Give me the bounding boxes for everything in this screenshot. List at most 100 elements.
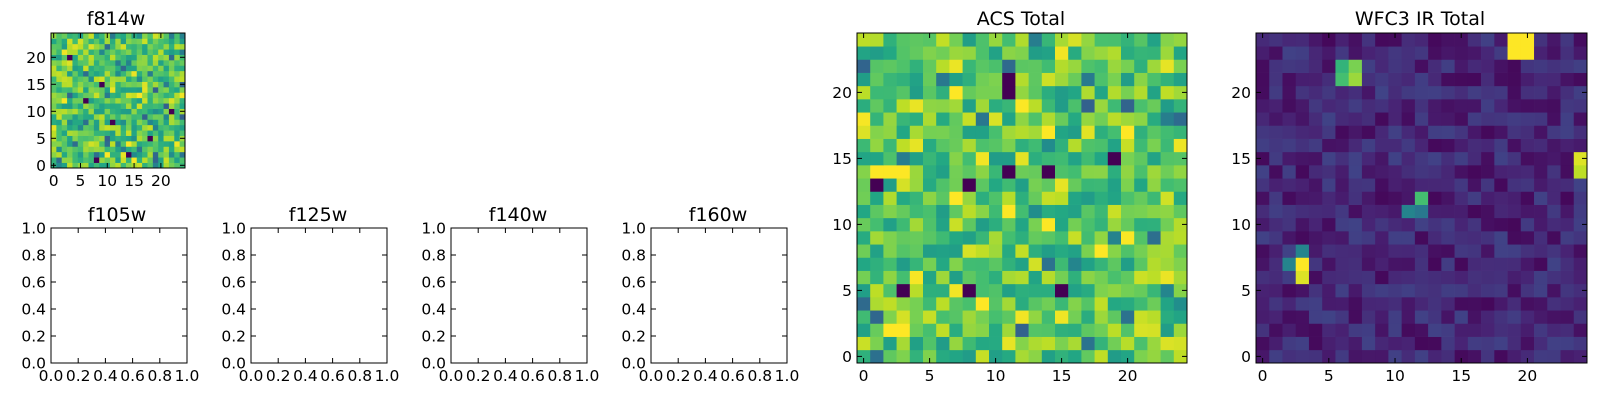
y-tick-label: 0.0 — [621, 355, 646, 373]
heat-cell — [158, 135, 164, 142]
heat-cell — [67, 33, 73, 39]
heat-cell — [163, 124, 170, 131]
heat-cell — [51, 151, 57, 158]
heat-cell — [1414, 336, 1429, 351]
heat-cell — [1573, 336, 1588, 351]
heat-cell — [1534, 349, 1548, 364]
heat-cell — [949, 85, 963, 100]
title-f125w: f125w — [289, 204, 348, 226]
heat-cell — [1441, 178, 1455, 192]
heat-cell — [1481, 297, 1495, 311]
heat-cell — [1520, 112, 1535, 126]
heat-cell — [1335, 349, 1350, 364]
heat-cell — [1094, 99, 1109, 113]
heat-cell — [147, 54, 154, 61]
heat-cell — [126, 65, 132, 72]
heat-cell — [1134, 283, 1148, 298]
heat-cell — [1002, 59, 1016, 73]
heat-cell — [949, 244, 963, 258]
heat-cell — [1335, 46, 1350, 60]
heat-cell — [1534, 204, 1548, 219]
heat-cell — [131, 151, 138, 158]
heat-cell — [131, 108, 138, 115]
heat-cell — [883, 72, 897, 87]
heat-cell — [1322, 125, 1336, 139]
heat-cell — [83, 65, 89, 72]
heat-cell — [1507, 178, 1522, 192]
heat-cell — [1068, 217, 1082, 232]
heat-cell — [1002, 270, 1016, 285]
heat-cell — [1401, 204, 1416, 219]
heat-cell — [949, 323, 963, 337]
heat-cell — [1467, 138, 1482, 153]
y-tick-label: 0.8 — [621, 247, 646, 265]
heat-cell — [857, 231, 871, 245]
heat-cell — [131, 135, 138, 142]
title-f105w: f105w — [88, 204, 147, 226]
heat-cell — [152, 92, 159, 99]
heat-cell — [883, 46, 897, 60]
heat-cell — [120, 151, 127, 158]
heat-cell — [56, 54, 63, 61]
heat-cell — [77, 108, 84, 115]
heat-cell — [56, 92, 63, 99]
y-tick-label: 1.0 — [421, 220, 446, 238]
heat-cell — [163, 108, 170, 115]
heat-cell — [975, 244, 990, 258]
heat-cell — [1481, 85, 1495, 100]
heat-cell — [1454, 217, 1469, 232]
heat-cell — [1269, 33, 1283, 47]
heat-cell — [1560, 191, 1575, 205]
heat-cell — [67, 70, 73, 77]
heat-cell — [163, 103, 170, 109]
heat-cell — [923, 178, 937, 192]
heat-cell — [179, 151, 186, 158]
heat-cell — [1481, 72, 1495, 87]
heat-cell — [142, 124, 148, 131]
heat-cell — [174, 119, 180, 126]
heatmap-f814w — [51, 33, 186, 169]
heat-cell — [1361, 349, 1376, 364]
heat-cell — [1361, 217, 1376, 232]
heat-cell — [1401, 297, 1416, 311]
heat-cell — [870, 336, 884, 351]
heat-cell — [1467, 204, 1482, 219]
heat-cell — [949, 151, 963, 166]
heat-cell — [1068, 191, 1082, 205]
heat-cell — [163, 92, 170, 99]
heat-cell — [1002, 231, 1016, 245]
heat-cell — [152, 124, 159, 131]
heat-cell — [158, 54, 164, 61]
heat-cell — [1081, 323, 1095, 337]
heat-cell — [1414, 112, 1429, 126]
heat-cell — [1160, 165, 1175, 179]
heat-cell — [989, 204, 1003, 219]
heat-cell — [1534, 231, 1548, 245]
heat-cell — [1107, 178, 1122, 192]
heat-cell — [1094, 297, 1109, 311]
heat-cell — [1467, 165, 1482, 179]
heat-cell — [936, 323, 950, 337]
heat-cell — [126, 130, 132, 136]
heat-cell — [131, 146, 138, 153]
heat-cell — [83, 108, 89, 115]
heat-cell — [1107, 244, 1122, 258]
heat-cell — [1454, 204, 1469, 219]
heat-cell — [1015, 85, 1029, 100]
heat-cell — [1494, 59, 1508, 73]
heat-cell — [1401, 99, 1416, 113]
heat-cell — [975, 46, 990, 60]
heat-cell — [99, 92, 105, 99]
heat-cell — [1507, 257, 1522, 271]
heat-cell — [1494, 336, 1508, 351]
heat-cell — [1560, 165, 1575, 179]
heat-cell — [56, 76, 63, 82]
heat-cell — [1068, 204, 1082, 219]
heat-cell — [975, 323, 990, 337]
heat-cell — [1282, 125, 1297, 139]
heat-cell — [1348, 283, 1363, 298]
heat-cell — [1467, 191, 1482, 205]
heat-cell — [1173, 72, 1188, 87]
